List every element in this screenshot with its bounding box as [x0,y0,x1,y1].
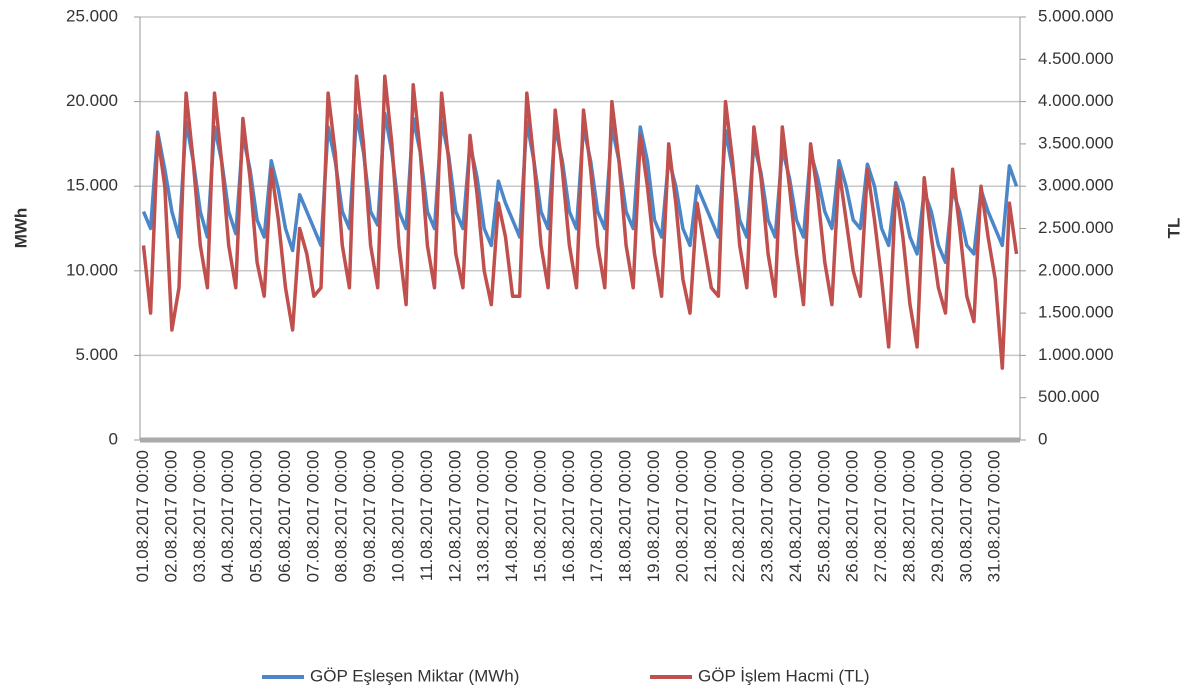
x-tick-label: 11.08.2017 00:00 [417,450,436,581]
x-tick-label: 12.08.2017 00:00 [445,450,464,582]
x-tick-label: 22.08.2017 00:00 [729,450,748,582]
x-tick-label: 25.08.2017 00:00 [814,450,833,582]
y2-tick-label: 3.000.000 [1038,176,1114,195]
x-tick-label: 06.08.2017 00:00 [275,450,294,582]
x-tick-label: 03.08.2017 00:00 [190,450,209,582]
x-tick-label: 02.08.2017 00:00 [161,450,180,582]
y-tick-label: 0 [109,429,118,448]
x-tick-label: 10.08.2017 00:00 [389,450,408,582]
x-tick-label: 26.08.2017 00:00 [843,450,862,582]
x-tick-label: 31.08.2017 00:00 [985,450,1004,582]
y2-tick-label: 1.500.000 [1038,303,1114,322]
x-tick-label: 07.08.2017 00:00 [303,450,322,582]
x-tick-label: 14.08.2017 00:00 [502,450,521,582]
y-axis-title: MWh [11,208,30,249]
y2-tick-label: 3.500.000 [1038,133,1114,152]
x-tick-label: 08.08.2017 00:00 [332,450,351,582]
y2-axis-title: TL [1164,218,1183,239]
x-tick-label: 30.08.2017 00:00 [956,450,975,582]
x-tick-label: 13.08.2017 00:00 [474,450,493,582]
x-tick-label: 28.08.2017 00:00 [899,450,918,582]
legend-label: GÖP İşlem Hacmi (TL) [698,666,870,685]
y2-tick-label: 2.500.000 [1038,218,1114,237]
y2-tick-label: 500.000 [1038,387,1099,406]
legend-label: GÖP Eşleşen Miktar (MWh) [310,666,519,685]
y-tick-label: 25.000 [66,6,118,25]
x-tick-label: 17.08.2017 00:00 [587,450,606,582]
x-tick-label: 24.08.2017 00:00 [786,450,805,582]
x-tick-label: 23.08.2017 00:00 [758,450,777,582]
x-tick-label: 05.08.2017 00:00 [247,450,266,582]
x-tick-label: 27.08.2017 00:00 [871,450,890,582]
x-tick-label: 01.08.2017 00:00 [133,450,152,582]
series-line [141,74,1019,370]
x-tick-label: 19.08.2017 00:00 [644,450,663,582]
y2-tick-label: 2.000.000 [1038,260,1114,279]
x-tick-label: 16.08.2017 00:00 [559,450,578,582]
y-tick-label: 5.000 [75,345,118,364]
x-tick-label: 21.08.2017 00:00 [701,450,720,582]
x-tick-label: 09.08.2017 00:00 [360,450,379,582]
y2-tick-label: 4.500.000 [1038,49,1114,68]
y2-tick-label: 1.000.000 [1038,345,1114,364]
y2-tick-label: 0 [1038,429,1047,448]
x-tick-label: 20.08.2017 00:00 [672,450,691,582]
y-tick-label: 15.000 [66,176,118,195]
y-tick-label: 10.000 [66,260,118,279]
y-tick-label: 20.000 [66,91,118,110]
y2-tick-label: 5.000.000 [1038,6,1114,25]
x-tick-label: 15.08.2017 00:00 [530,450,549,582]
y2-tick-label: 4.000.000 [1038,91,1114,110]
x-tick-label: 29.08.2017 00:00 [928,450,947,582]
x-tick-label: 18.08.2017 00:00 [616,450,635,582]
x-tick-label: 04.08.2017 00:00 [218,450,237,582]
